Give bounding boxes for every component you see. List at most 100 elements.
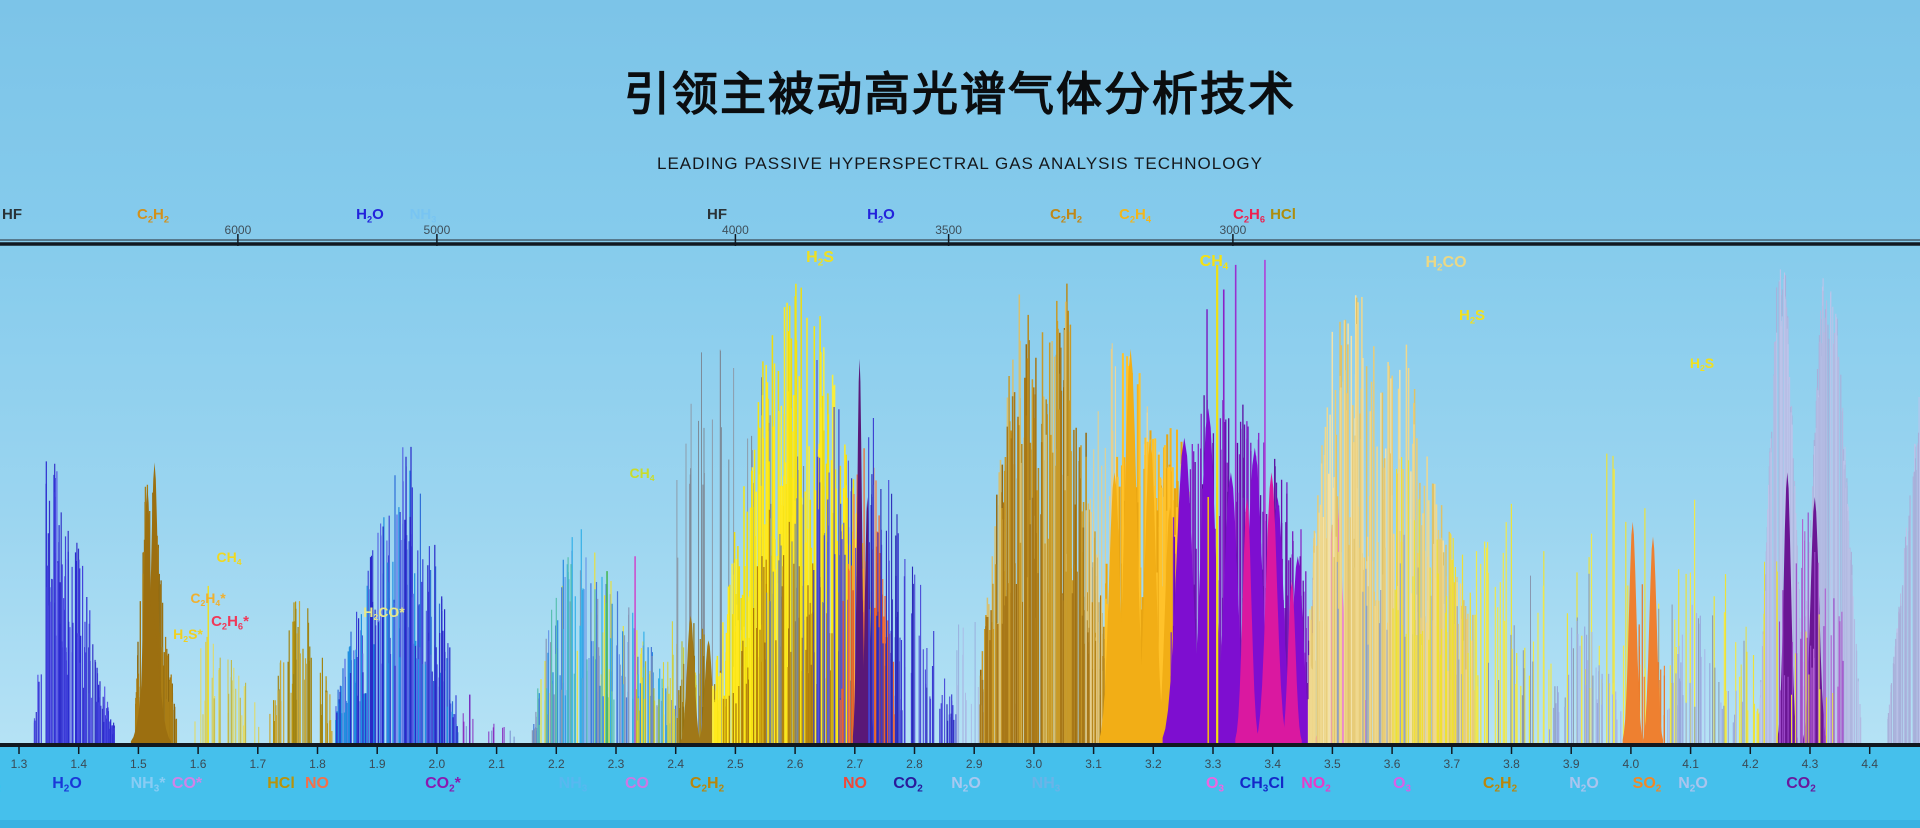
bottom-axis-tick-label: 3.9 [1563, 757, 1580, 771]
band-4.5-co2-bell3 [1887, 397, 1920, 744]
bottom-axis-tick-label: 3.5 [1324, 757, 1341, 771]
gas-label-top-HCl: HCl [1270, 206, 1296, 223]
gas-label-annotation-C2H4*: C2H4* [190, 590, 226, 608]
gas-label-annotation-H2S: H2S [806, 249, 834, 269]
gas-label-top-C2H2: C2H2 [1050, 206, 1082, 224]
footer-band [0, 747, 1920, 828]
axes: 6000 5000 4000 3500 3000 1.3 1.4 1.5 1.6 1.7 1.8 1.… [0, 223, 1920, 771]
gas-label-top-HF: HF [707, 206, 727, 223]
bottom-gas-labels: O2 H2O NH3* CO* HCl NO CO2* NH3 CO C2H2 NO CO2 N2O NH… [0, 775, 1816, 795]
bottom-axis-tick-label: 2.8 [906, 757, 923, 771]
bottom-axis-tick-label: 2.6 [787, 757, 804, 771]
bottom-axis-tick-label: 1.5 [130, 757, 147, 771]
band-4.33-co2-bell2 [1800, 278, 1862, 744]
gas-label-bottom-NO: NO [843, 775, 867, 792]
bottom-axis-tick-label: 3.7 [1443, 757, 1460, 771]
gas-label-annotation-H2S: H2S [1690, 355, 1714, 373]
band-1.95-blue [335, 446, 459, 744]
gas-label-annotation-CH4: CH4 [1200, 253, 1229, 273]
band-3.66-yellow [1392, 457, 1476, 744]
bottom-axis-tick-label: 3.8 [1503, 757, 1520, 771]
top-gas-labels: HF C2H2 H2O NH3 HF H2O C2H2 C2H4 C2H6 HCl [2, 206, 1296, 224]
gas-label-top-C2H2: C2H2 [137, 206, 169, 224]
bottom-axis-tick-label: 4.2 [1742, 757, 1759, 771]
gas-label-top-C2H6: C2H6 [1233, 206, 1265, 224]
gas-label-annotation-H2CO*: H2CO* [363, 604, 405, 622]
top-axis-tick-label: 6000 [225, 223, 252, 237]
gas-label-top-NH3: NH3 [410, 206, 437, 224]
gas-label-annotation-H2S: H2S [1459, 307, 1485, 325]
top-axis-tick-label: 3500 [935, 223, 962, 237]
gas-label-bottom-CO2: CO2 [1786, 775, 1816, 795]
bottom-axis-tick-label: 3.3 [1205, 757, 1222, 771]
gas-label-bottom-CH3Cl: CH3Cl [1240, 775, 1285, 795]
gas-label-bottom-C2H2: C2H2 [1483, 775, 1518, 795]
gas-label-bottom-N2O: N2O [1569, 775, 1599, 795]
band-4.25-co2-bell1 [1759, 269, 1802, 744]
gas-label-bottom-NH3*: NH3* [131, 775, 167, 795]
gas-label-annotation-CH4: CH4 [216, 549, 241, 567]
top-axis-tick-label: 3000 [1220, 223, 1247, 237]
top-axis-tick-label: 4000 [722, 223, 749, 237]
band-2.8-royal [868, 418, 957, 744]
gas-label-bottom-O3: O3 [1206, 775, 1224, 795]
bottom-axis-tick-label: 3.1 [1085, 757, 1102, 771]
bottom-axis-tick-label: 1.8 [309, 757, 326, 771]
bottom-axis-tick-label: 2.5 [727, 757, 744, 771]
bottom-axis-tick-label: 2.3 [608, 757, 625, 771]
band-1.6-khaki [194, 636, 260, 744]
band-3.6-grayblue [1336, 534, 1463, 744]
bottom-axis-tick-label: 4.1 [1682, 757, 1699, 771]
band-1.76-olive [269, 601, 333, 744]
bottom-axis-tick-label: 2.9 [966, 757, 983, 771]
bottom-axis-tick-label: 1.6 [190, 757, 207, 771]
blob-3.38-magenta [1235, 472, 1302, 744]
bottom-axis-tick-label: 3.0 [1026, 757, 1043, 771]
bottom-axis-tick-label: 2.4 [667, 757, 684, 771]
bottom-axis-tick-label: 3.2 [1145, 757, 1162, 771]
line-3.307-ch4-yellow [1207, 264, 1219, 744]
gas-label-bottom-NO2: NO2 [1301, 775, 1331, 795]
page-title: 引领主被动高光谱气体分析技术 [624, 68, 1296, 120]
band-4.1-n2o [1667, 604, 1743, 744]
gas-label-bottom-H2O: H2O [52, 775, 82, 795]
bottom-axis-tick-label: 4.3 [1802, 757, 1819, 771]
bottom-axis-tick-label: 4.4 [1861, 757, 1878, 771]
gas-label-top-C2H4: C2H4 [1119, 206, 1152, 224]
blob-4.03-so2 [1622, 521, 1663, 744]
gas-label-bottom-NO: NO [305, 775, 329, 792]
band-3.93-n2o [1548, 621, 1622, 744]
gas-label-bottom-N2O: N2O [1678, 775, 1708, 795]
bottom-axis-tick-label: 2.1 [488, 757, 505, 771]
bottom-axis-tick-label: 2.7 [846, 757, 863, 771]
gas-label-bottom-N2O: N2O [951, 775, 981, 795]
gas-label-bottom-NH3: NH3 [559, 775, 588, 795]
bottom-axis-tick-label: 2.2 [548, 757, 565, 771]
gas-label-bottom-O3: O3 [1393, 775, 1411, 795]
bottom-axis-tick-label: 3.6 [1384, 757, 1401, 771]
annotation-labels: H2S CH4 H2CO H2S H2S CH4 CH4 C2H4* C2H6* H2S* H2CO… [173, 249, 1714, 644]
gas-label-top-H2O: H2O [356, 206, 384, 224]
band-3.55-wheat-h2co [1307, 295, 1475, 744]
bottom-axis-tick-label: 3.4 [1264, 757, 1281, 771]
bottom-axis-tick-label: 4.0 [1623, 757, 1640, 771]
gas-label-bottom-O2: O2 [0, 775, 1, 795]
top-axis-tick-label: 5000 [424, 223, 451, 237]
band-h2o-1.4-blue [33, 461, 115, 744]
bottom-axis-tick-label: 1.3 [11, 757, 28, 771]
band-4.3-orchid [1778, 512, 1844, 744]
gas-label-bottom-C2H2: C2H2 [690, 775, 725, 795]
gas-label-annotation-C2H6*: C2H6* [211, 613, 249, 631]
blob-1.52-brown [130, 462, 171, 744]
band-3.0-nh3-gold [979, 283, 1109, 744]
gas-label-annotation-H2CO: H2CO [1425, 254, 1466, 274]
page-subtitle: LEADING PASSIVE HYPERSPECTRAL GAS ANALYS… [657, 154, 1263, 173]
gas-label-annotation-CH4: CH4 [629, 465, 654, 483]
band-2.08-sparse [462, 713, 515, 744]
bottom-axis-tick-label: 1.9 [369, 757, 386, 771]
blob-3.16-amber [1099, 348, 1184, 744]
bottom-axis-tick-label: 2.0 [429, 757, 446, 771]
bottom-axis-tick-label: 1.4 [70, 757, 87, 771]
